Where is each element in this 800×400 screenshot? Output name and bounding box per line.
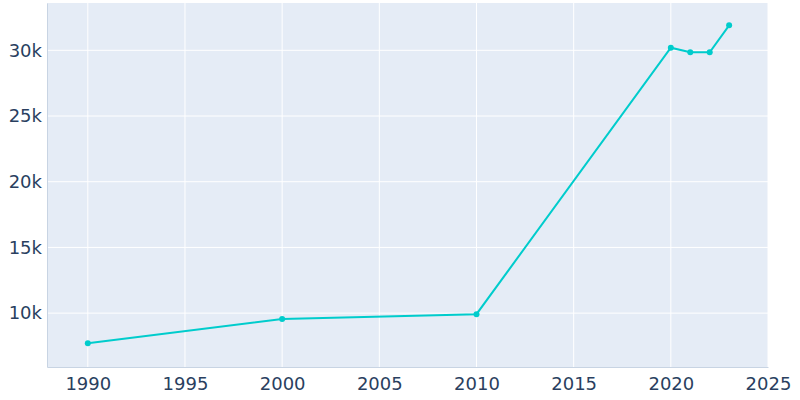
y-grid-line	[47, 50, 768, 51]
x-tick-label: 2015	[551, 373, 597, 394]
x-grid-line	[184, 3, 185, 367]
y-tick: 15k	[9, 237, 47, 258]
x-tick: 2025	[746, 367, 792, 394]
y-tick-label: 20k	[9, 171, 43, 192]
y-tick: 20k	[9, 171, 47, 192]
x-grid-line	[573, 3, 574, 367]
point	[668, 45, 674, 51]
y-axis: 10k 15k 20k 25k 30k	[9, 4, 48, 368]
chart: 1990 1995 2000 2005 2010 2015 2020 2025 10k 15k 20…	[0, 0, 800, 400]
x-tick-label: 1990	[65, 373, 111, 394]
plot: 1990 1995 2000 2005 2010 2015 2020 2025 10k 15k 20…	[9, 3, 792, 394]
point	[279, 316, 285, 322]
point	[687, 49, 693, 55]
plot-background	[47, 3, 768, 367]
y-tick: 10k	[9, 302, 47, 323]
x-tick: 2000	[260, 367, 306, 394]
x-tick-label: 1995	[163, 373, 209, 394]
x-tick-label: 2020	[648, 373, 694, 394]
x-tick: 2015	[551, 367, 597, 394]
x-tick: 2005	[357, 367, 403, 394]
point	[473, 311, 479, 317]
y-grid-line	[47, 247, 768, 248]
y-tick-label: 30k	[9, 40, 43, 61]
y-tick-label: 10k	[9, 302, 43, 323]
x-grid-line	[670, 3, 671, 367]
grid	[47, 3, 768, 367]
x-tick-label: 2010	[454, 373, 500, 394]
y-tick-label: 25k	[9, 105, 43, 126]
point	[726, 22, 732, 28]
x-tick-label: 2025	[746, 373, 792, 394]
x-tick-label: 2000	[260, 373, 306, 394]
x-tick: 2020	[648, 367, 694, 394]
x-axis: 1990 1995 2000 2005 2010 2015 2020 2025	[48, 367, 792, 394]
y-axis-line	[47, 4, 48, 368]
x-tick: 2010	[454, 367, 500, 394]
x-grid-line	[379, 3, 380, 367]
y-tick: 25k	[9, 105, 47, 126]
line	[88, 25, 729, 343]
y-grid-line	[47, 181, 768, 182]
x-grid-line	[282, 3, 283, 367]
x-tick-label: 2005	[357, 373, 403, 394]
y-grid-line	[47, 116, 768, 117]
y-tick-label: 15k	[9, 237, 43, 258]
point	[85, 340, 91, 346]
x-tick: 1990	[65, 367, 111, 394]
x-axis-line	[48, 367, 769, 368]
x-tick: 1995	[163, 367, 209, 394]
data	[85, 22, 732, 346]
y-grid-line	[47, 313, 768, 314]
x-grid-line	[87, 3, 88, 367]
point	[707, 49, 713, 55]
y-tick: 30k	[9, 40, 47, 61]
x-grid-line	[768, 3, 769, 367]
